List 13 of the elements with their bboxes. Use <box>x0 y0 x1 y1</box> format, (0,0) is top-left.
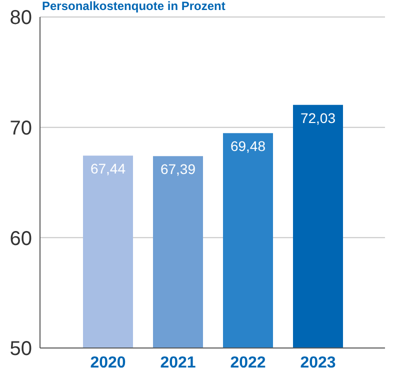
data-label: 67,39 <box>160 161 196 178</box>
y-tick-label: 60 <box>10 228 32 250</box>
x-tick-label: 2021 <box>160 354 196 372</box>
y-tick-label: 80 <box>10 7 32 30</box>
x-tick-label: 2023 <box>300 354 336 372</box>
data-label: 72,03 <box>300 110 336 126</box>
x-tick-label: 2022 <box>230 354 266 372</box>
data-label: 67,44 <box>90 160 126 177</box>
x-tick-label: 2020 <box>90 354 126 372</box>
data-label: 69,48 <box>230 138 266 154</box>
chart-title: Personalkostenquote in Prozent <box>42 0 226 13</box>
y-tick-label: 70 <box>10 117 32 140</box>
y-tick-label: 50 <box>10 338 32 360</box>
